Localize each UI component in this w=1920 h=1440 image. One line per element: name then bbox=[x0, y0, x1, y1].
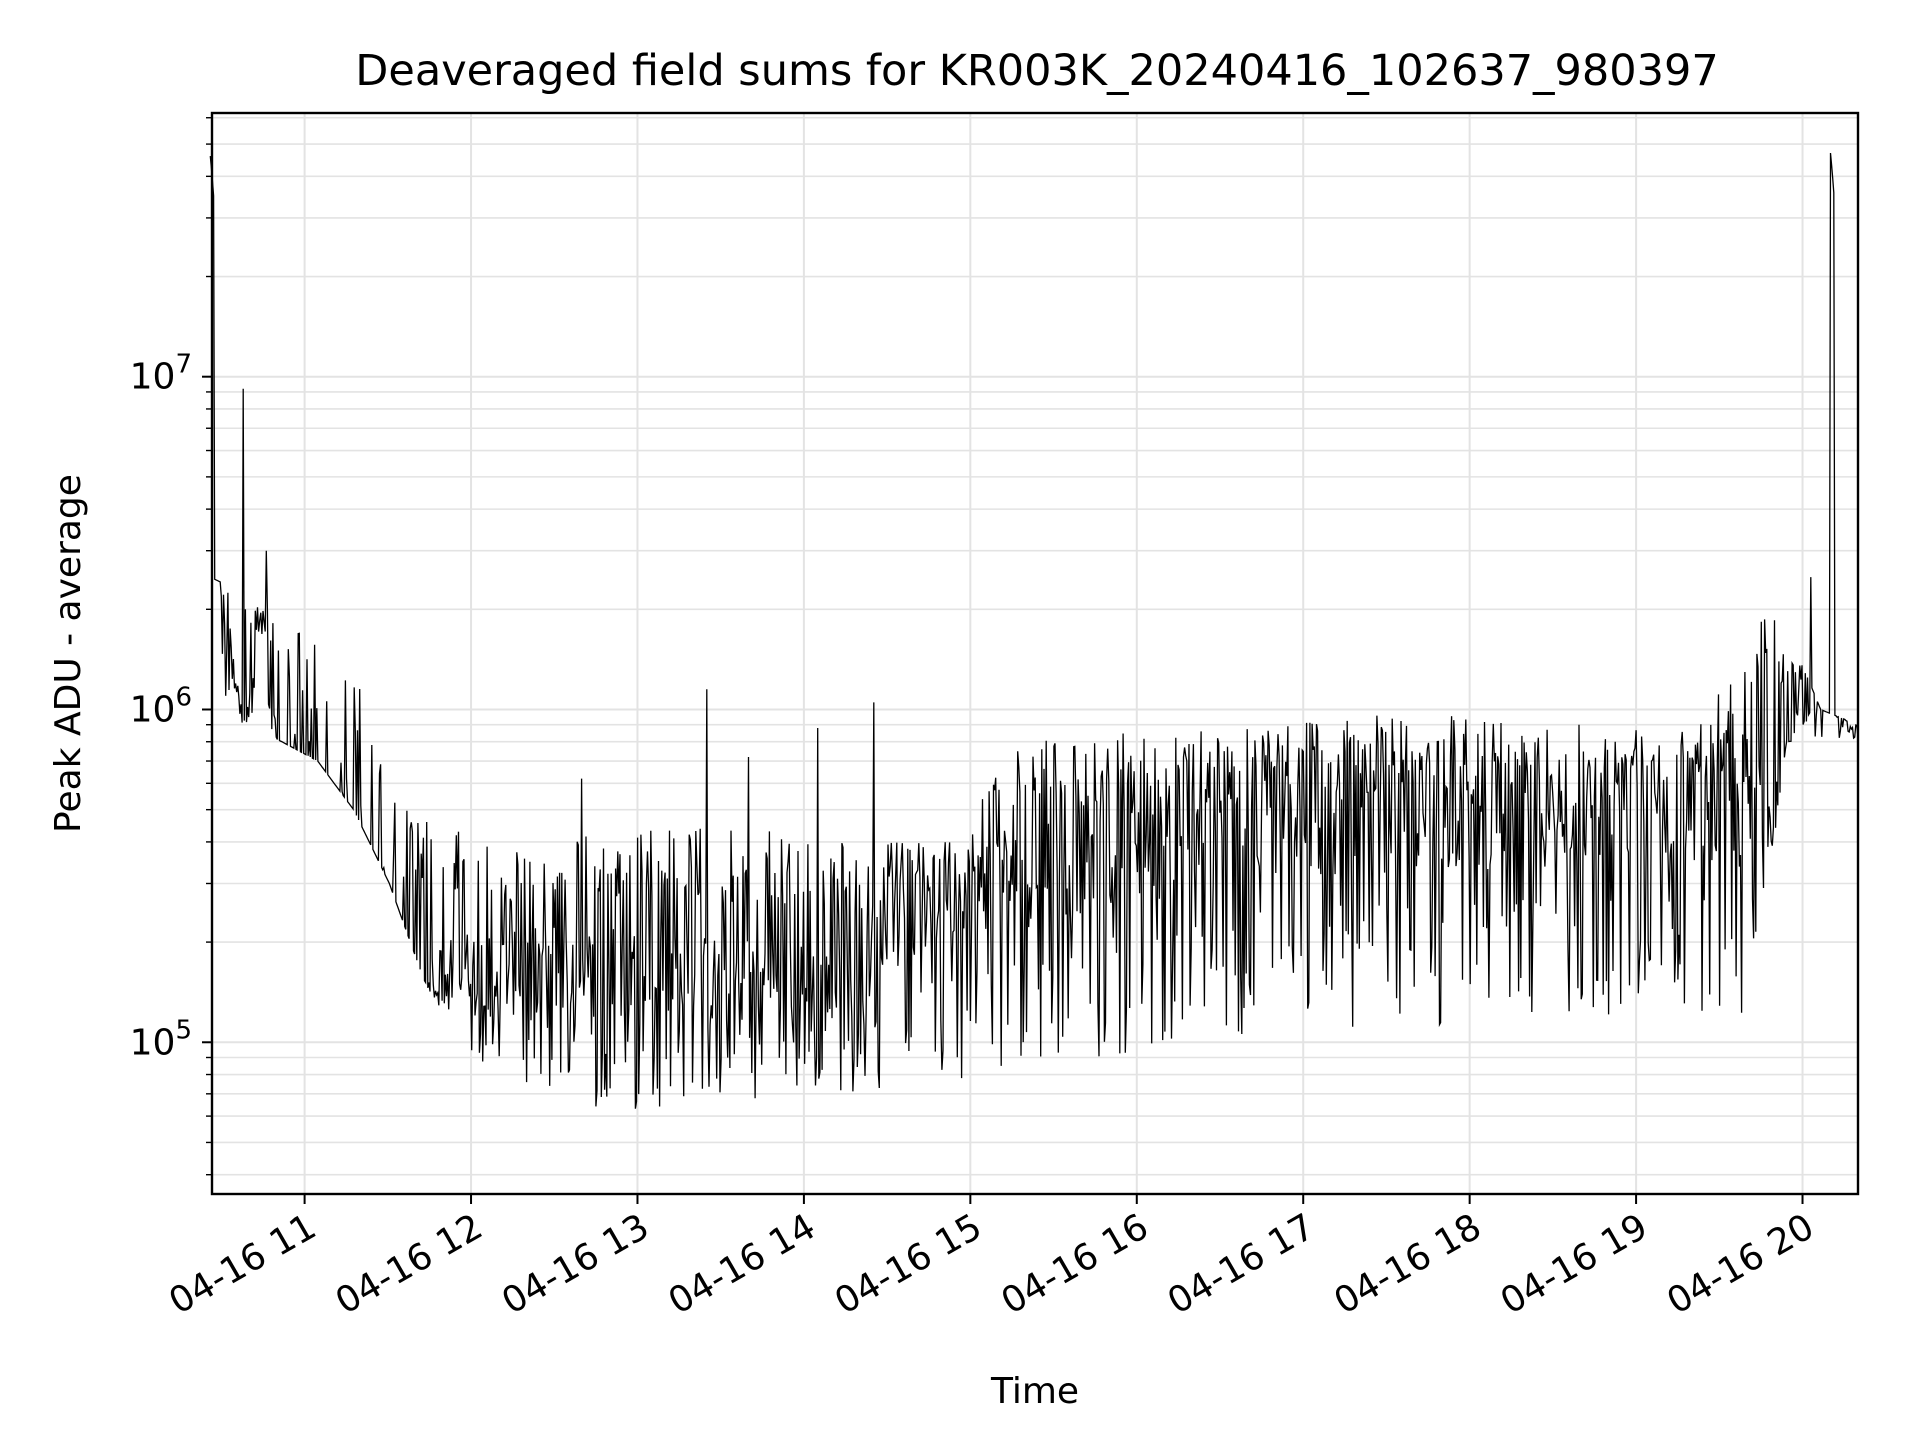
y-tick-label: 107 bbox=[130, 350, 192, 398]
x-axis-title: Time bbox=[990, 1371, 1079, 1412]
y-axis-title: Peak ADU - average bbox=[48, 474, 89, 833]
y-tick-label: 105 bbox=[130, 1015, 192, 1063]
y-tick-label: 106 bbox=[130, 682, 192, 730]
plot-frame bbox=[210, 111, 1860, 1196]
chart-title: Deaveraged field sums for KR003K_2024041… bbox=[355, 46, 1718, 96]
series-path bbox=[209, 152, 1859, 1109]
series-line bbox=[209, 152, 1859, 1109]
